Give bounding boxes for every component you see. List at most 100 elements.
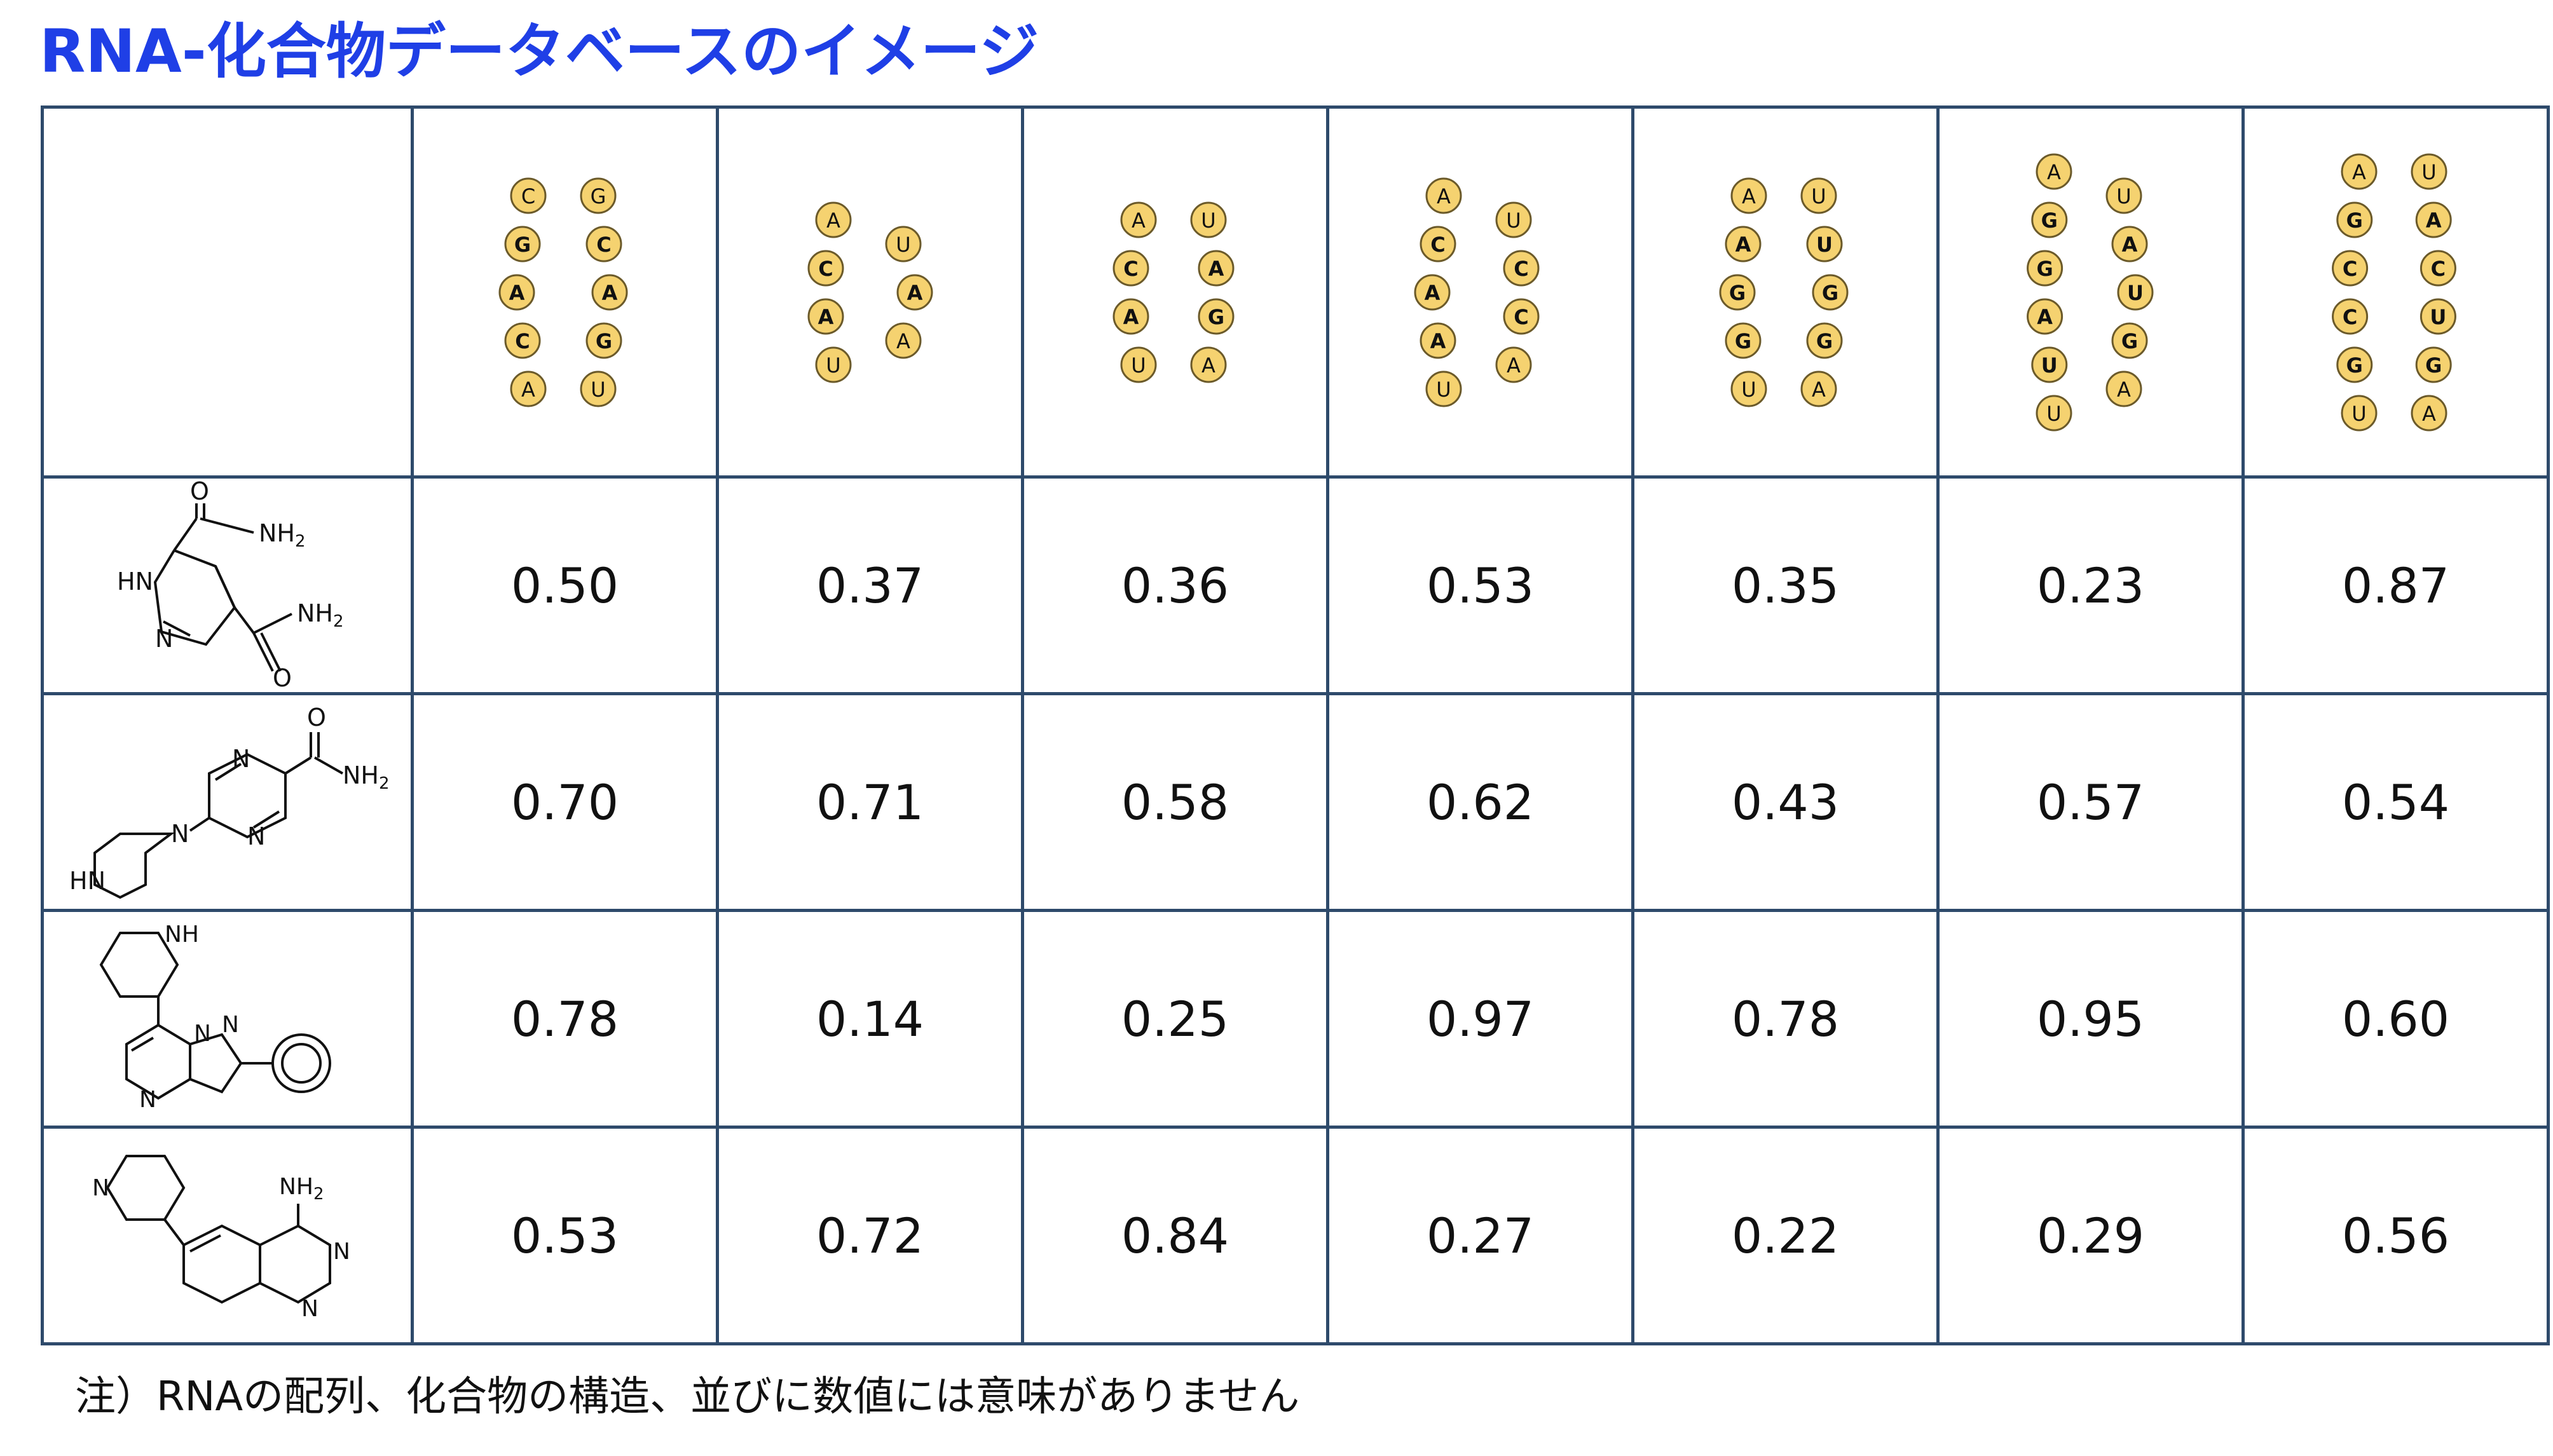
score-value: 0.57 — [2036, 773, 2145, 831]
nucleotide-label: A — [2352, 160, 2366, 184]
nucleotide-label: A — [2422, 402, 2436, 426]
nucleotide-label: U — [2116, 184, 2131, 208]
nucleotide-circle — [815, 201, 852, 238]
score-cell: 0.60 — [2242, 909, 2550, 1129]
nucleotide-label: C — [596, 233, 611, 257]
score-value: 0.43 — [1731, 773, 1840, 831]
nucleotide-circle — [2341, 395, 2378, 431]
nucleotide-circle — [510, 177, 547, 214]
score-value: 0.58 — [1121, 773, 1229, 831]
nucleotide-circle — [2415, 346, 2452, 383]
nucleotide-circle — [2332, 298, 2369, 334]
nucleotide-label: G — [2036, 257, 2053, 281]
nucleotide-circle — [2031, 201, 2068, 238]
nucleotide-label: U — [2430, 305, 2446, 329]
nucleotide-circle — [585, 226, 622, 262]
nucleotide-circle — [2336, 346, 2373, 383]
nucleotide-label: C — [521, 184, 535, 208]
nucleotide-label: U — [1816, 233, 1833, 257]
score-value: 0.70 — [510, 773, 619, 831]
nucleotide-circle — [1800, 177, 1837, 214]
atom-label: NH2 — [279, 1174, 324, 1204]
score-cell: 0.53 — [411, 1126, 719, 1345]
score-cell: 0.58 — [1021, 692, 1329, 912]
nucleotide-circle — [1812, 274, 1849, 310]
nucleotide-circle — [2027, 298, 2064, 334]
nucleotide-circle — [2341, 153, 2378, 189]
compound-cell: N NH2 N N — [41, 1126, 414, 1345]
atom-label: N — [194, 1021, 211, 1047]
atom-label: N — [222, 1012, 239, 1038]
nucleotide-circle — [2036, 395, 2072, 431]
nucleotide-label: U — [826, 353, 840, 378]
nucleotide-circle — [2420, 250, 2456, 286]
table-row: O NH2 N N N HN 0.70 0.71 0.58 0.62 0.43 … — [41, 692, 2550, 912]
nucleotide-label: U — [1741, 378, 1756, 402]
nucleotide-circle — [1120, 346, 1157, 383]
nucleotide-circle — [580, 371, 617, 407]
score-cell: 0.36 — [1021, 475, 1329, 695]
nucleotide-circle — [2411, 395, 2447, 431]
nucleotide-circle — [1112, 298, 1149, 334]
nucleotide-label: G — [514, 233, 531, 257]
nucleotide-label: U — [1131, 353, 1146, 378]
nucleotide-label: U — [2421, 160, 2436, 184]
nucleotide-label: G — [1816, 329, 1833, 353]
nucleotide-label: A — [521, 378, 535, 402]
atom-label: NH2 — [259, 519, 306, 551]
score-value: 0.60 — [2341, 990, 2450, 1047]
nucleotide-label: A — [826, 208, 840, 233]
atom-label: NH2 — [297, 599, 344, 631]
nucleotide-label: C — [515, 329, 530, 353]
nucleotide-circle — [1425, 371, 1462, 407]
score-value: 0.14 — [816, 990, 924, 1047]
atom-label: O — [273, 664, 292, 690]
nucleotide-circle — [1420, 322, 1456, 358]
atom-label: N — [139, 1087, 156, 1113]
nucleotide-circle — [1725, 322, 1762, 358]
atom-label: N — [333, 1239, 350, 1265]
disclaimer-note: 注）RNAの配列、化合物の構造、並びに数値には意味がありません — [75, 1373, 1300, 1420]
nucleotide-circle — [1425, 177, 1462, 214]
nucleotide-label: A — [1430, 329, 1446, 353]
score-value: 0.84 — [1121, 1207, 1229, 1264]
nucleotide-label: U — [2046, 402, 2061, 426]
score-cell: 0.50 — [411, 475, 719, 695]
nucleotide-label: A — [907, 281, 923, 305]
nucleotide-circle — [510, 371, 547, 407]
nucleotide-circle — [1719, 274, 1756, 310]
score-value: 0.29 — [2036, 1207, 2145, 1264]
nucleotide-label: G — [1208, 305, 1224, 329]
nucleotide-circle — [2111, 226, 2148, 262]
nucleotide-label: A — [1437, 184, 1451, 208]
atom-label: N — [301, 1296, 318, 1322]
nucleotide-label: A — [1425, 281, 1441, 305]
score-value: 0.27 — [1426, 1207, 1535, 1264]
nucleotide-circle — [2336, 201, 2373, 238]
nucleotide-label: U — [591, 378, 605, 402]
score-cell: 0.53 — [1326, 475, 1634, 695]
score-cell: 0.62 — [1326, 692, 1634, 912]
nucleotide-label: A — [509, 281, 525, 305]
nucleotide-label: A — [2037, 305, 2053, 329]
nucleotide-circle — [591, 274, 628, 310]
score-value: 0.36 — [1121, 557, 1229, 614]
table-row: N NH2 N N 0.53 0.72 0.84 0.27 0.22 0.29 … — [41, 1126, 2550, 1345]
nucleotide-circle — [1420, 226, 1456, 262]
score-value: 0.78 — [1731, 990, 1840, 1047]
nucleotide-label: A — [2122, 233, 2138, 257]
nucleotide-label: G — [2041, 208, 2058, 233]
nucleotide-label: A — [1742, 184, 1756, 208]
nucleotide-circle — [580, 177, 617, 214]
nucleotide-circle — [2117, 274, 2154, 310]
nucleotide-circle — [2420, 298, 2456, 334]
nucleotide-circle — [1800, 371, 1837, 407]
nucleotide-circle — [2105, 371, 2142, 407]
score-value: 0.50 — [510, 557, 619, 614]
score-cell: 0.43 — [1631, 692, 1940, 912]
